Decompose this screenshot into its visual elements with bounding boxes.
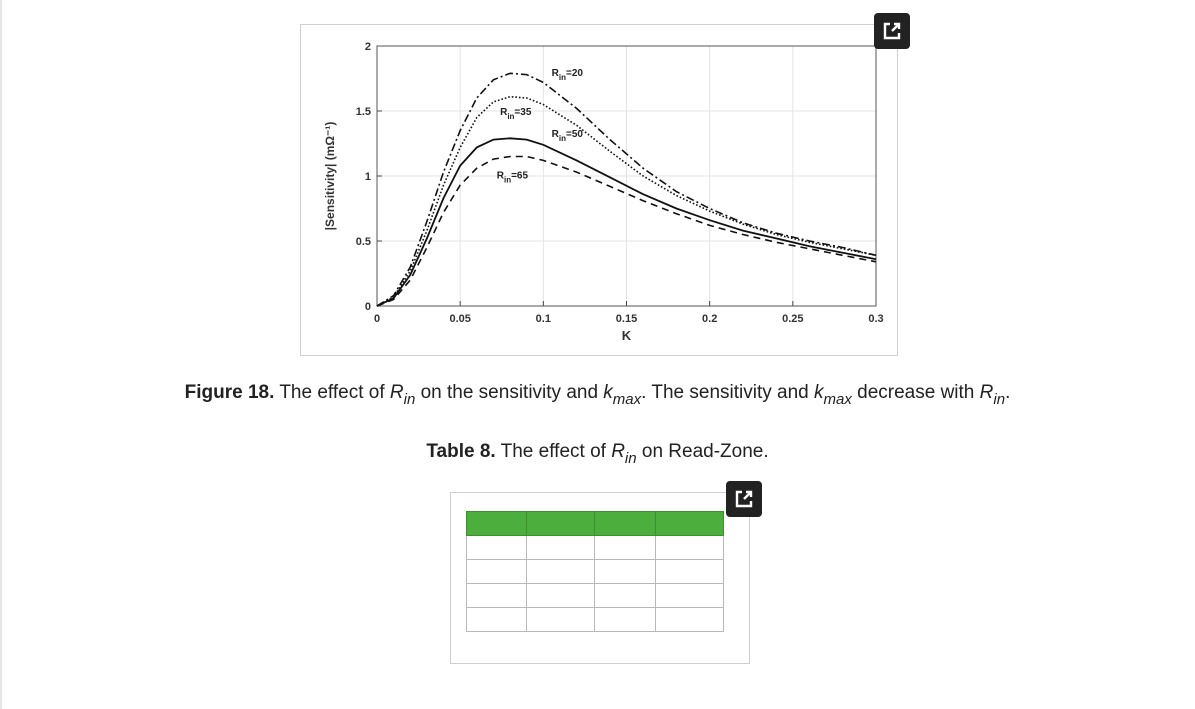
table-header-row xyxy=(466,511,724,536)
series-line-rin-35 xyxy=(376,95,877,307)
plot-area-border xyxy=(376,45,877,307)
table-cell xyxy=(466,535,527,560)
x-tick-label: 0.3 xyxy=(868,313,883,325)
table-cell xyxy=(655,535,724,560)
x-tick-label: 0.25 xyxy=(782,313,803,325)
y-tick-label: 0 xyxy=(365,301,371,313)
external-link-icon xyxy=(883,22,901,40)
page-left-rule xyxy=(0,0,2,709)
figure-18-frame: 0 0.5 1 1.5 2 0 0.05 0.1 0.15 0.2 0.25 0.3 K |Sensiti… xyxy=(300,24,898,356)
caption-subscript: in xyxy=(403,391,416,408)
caption-symbol: R xyxy=(611,441,625,462)
y-axis-label: |Sensitivity| (mΩ⁻¹) xyxy=(323,122,337,231)
table-8-thumbnail xyxy=(466,511,724,632)
caption-text: . xyxy=(1005,382,1011,403)
series-line-rin-20 xyxy=(376,72,877,307)
caption-symbol: R xyxy=(389,382,404,403)
y-tick-label: 1 xyxy=(365,171,371,183)
x-tick-label: 0.15 xyxy=(616,313,637,325)
caption-subscript: in xyxy=(993,391,1006,408)
table-cell xyxy=(526,511,595,536)
series-line-rin-50 xyxy=(376,137,877,307)
caption-symbol: k xyxy=(814,382,824,403)
series-line-rin-65 xyxy=(376,155,877,307)
table-row xyxy=(466,583,724,608)
table-cell xyxy=(466,607,527,632)
table-cell xyxy=(526,607,595,632)
table-row xyxy=(466,535,724,560)
table-cell xyxy=(526,535,595,560)
figure-label: Figure 18. xyxy=(184,382,275,403)
table-cell xyxy=(594,607,656,632)
table-cell xyxy=(526,583,595,608)
external-link-icon xyxy=(735,490,753,508)
x-tick-label: 0 xyxy=(374,313,380,325)
series-label: Rin=65 xyxy=(497,171,529,185)
caption-subscript: in xyxy=(624,450,637,467)
table-cell xyxy=(466,511,527,536)
table-cell xyxy=(594,511,656,536)
table-cell xyxy=(655,511,724,536)
caption-text: on the sensitivity and xyxy=(415,382,604,403)
table-caption: Table 8. The effect of Rin on Read-Zone. xyxy=(0,441,1195,467)
table-cell xyxy=(594,583,656,608)
x-tick-label: 0.2 xyxy=(702,313,717,325)
caption-symbol: k xyxy=(603,382,613,403)
figure-caption: Figure 18. The effect of Rin on the sens… xyxy=(0,382,1195,408)
table-cell xyxy=(466,583,527,608)
table-row xyxy=(466,559,724,584)
caption-text: decrease with xyxy=(851,382,980,403)
table-label: Table 8. xyxy=(426,441,496,462)
x-tick-label: 0.05 xyxy=(449,313,470,325)
caption-text: The effect of xyxy=(274,382,390,403)
table-cell xyxy=(466,559,527,584)
caption-subscript: max xyxy=(823,391,852,408)
table-row xyxy=(466,607,724,632)
series-label: Rin=50 xyxy=(552,129,584,143)
series-label: Rin=20 xyxy=(552,68,584,82)
caption-text: The effect of xyxy=(495,441,612,462)
caption-symbol: R xyxy=(979,382,994,403)
caption-subscript: max xyxy=(612,391,642,408)
table-cell xyxy=(594,559,656,584)
sensitivity-chart: 0 0.5 1 1.5 2 0 0.05 0.1 0.15 0.2 0.25 0.3 K |Sensiti… xyxy=(323,41,884,343)
caption-text: on Read-Zone. xyxy=(636,441,769,462)
x-tick-label: 0.1 xyxy=(536,313,551,325)
series-label: Rin=35 xyxy=(500,107,532,121)
table-cell xyxy=(526,559,595,584)
table-cell xyxy=(655,607,724,632)
table-cell xyxy=(655,583,724,608)
table-cell xyxy=(655,559,724,584)
y-tick-label: 2 xyxy=(365,41,371,53)
y-tick-label: 0.5 xyxy=(356,236,371,248)
table-cell xyxy=(594,535,656,560)
y-tick-label: 1.5 xyxy=(356,106,371,118)
x-axis-label: K xyxy=(622,328,632,343)
caption-text: . The sensitivity and xyxy=(641,382,814,403)
open-table-button[interactable] xyxy=(726,481,762,517)
open-figure-button[interactable] xyxy=(874,13,910,49)
